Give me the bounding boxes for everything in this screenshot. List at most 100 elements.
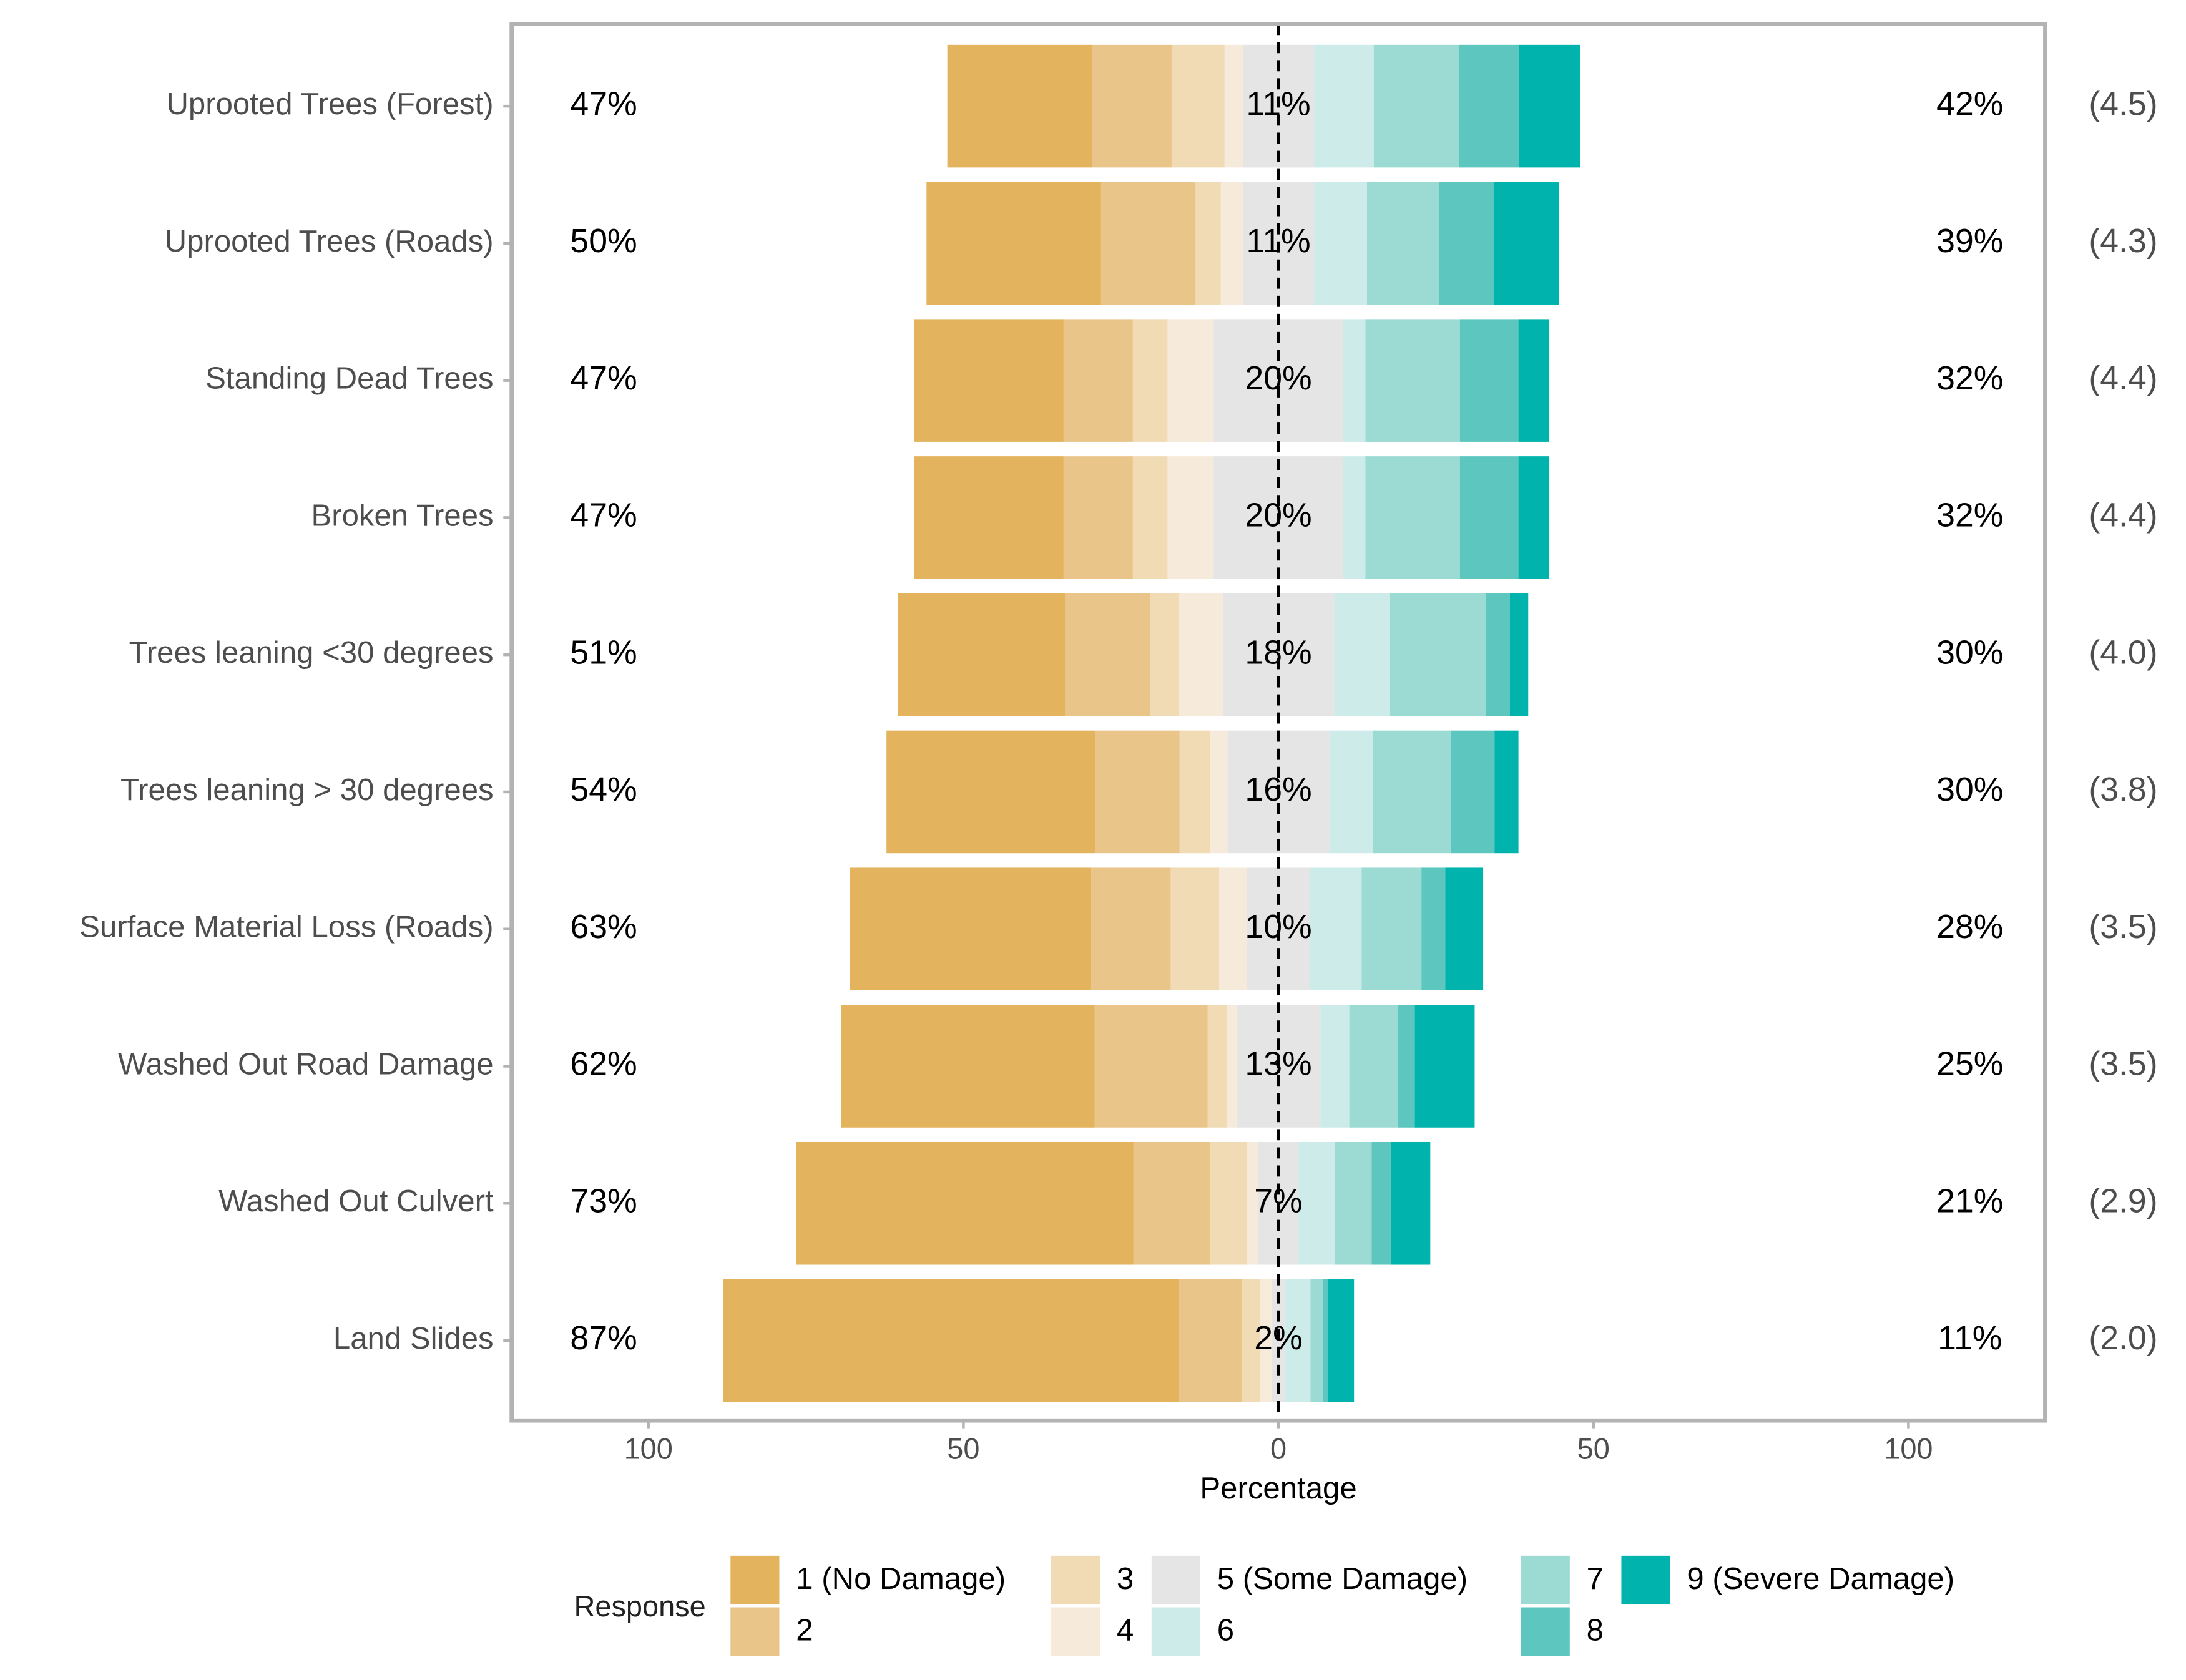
category-label: Surface Material Loss (Roads) — [79, 911, 493, 944]
bar-segment — [1167, 319, 1214, 442]
low-percent-label: 63% — [570, 908, 637, 945]
mean-label: (2.9) — [2089, 1182, 2157, 1219]
low-percent-label: 47% — [570, 359, 637, 397]
bar-segment — [1298, 1141, 1335, 1265]
high-percent-label: 30% — [1936, 633, 2003, 671]
bar-segment — [1343, 319, 1366, 442]
category-label: Uprooted Trees (Forest) — [166, 87, 493, 121]
bar-segment — [1494, 730, 1519, 854]
bar-segment — [1459, 456, 1519, 579]
bar-segment — [1421, 867, 1446, 990]
bar-segment — [926, 182, 1101, 305]
neutral-percent-label: 20% — [1245, 497, 1311, 534]
legend-label: 7 — [1587, 1562, 1604, 1596]
category-label: Broken Trees — [311, 499, 493, 532]
bar-segment — [1327, 1279, 1355, 1402]
bar-segment — [1519, 44, 1581, 168]
bar-segment — [1285, 1279, 1311, 1402]
bar-segment — [1065, 593, 1150, 716]
bar-segment — [1220, 182, 1243, 305]
category-label: Trees leaning > 30 degrees — [120, 773, 494, 807]
category-label: Uprooted Trees (Roads) — [165, 225, 494, 258]
bar-segment — [914, 319, 1064, 442]
bar-segment — [723, 1279, 1179, 1402]
category-label: Washed Out Road Damage — [118, 1047, 494, 1081]
bar-segment — [1271, 1279, 1286, 1402]
legend-swatch — [1051, 1607, 1100, 1656]
bar-segment — [1150, 593, 1180, 716]
bar-segment — [1227, 1005, 1237, 1128]
bar-segment — [1179, 593, 1223, 716]
neutral-percent-label: 2% — [1254, 1319, 1302, 1357]
category-label: Trees leaning <30 degrees — [129, 636, 494, 670]
neutral-percent-label: 20% — [1245, 359, 1311, 397]
legend-label: 3 — [1117, 1562, 1134, 1596]
bar-segment — [1210, 1141, 1247, 1265]
bar-segment — [1398, 1005, 1415, 1128]
bar-segment — [1242, 1279, 1260, 1402]
bar-segment — [850, 867, 1092, 990]
neutral-percent-label: 11% — [1246, 222, 1310, 260]
low-percent-label: 54% — [570, 771, 637, 808]
mean-label: (3.5) — [2089, 1045, 2157, 1083]
bar-segment — [1310, 1279, 1323, 1402]
legend-swatch — [730, 1555, 780, 1605]
mean-label: (4.5) — [2089, 85, 2157, 122]
x-tick-label: 0 — [1270, 1433, 1287, 1465]
bar-segment — [1167, 456, 1214, 579]
bar-segment — [1063, 456, 1133, 579]
bar-segment — [1459, 44, 1519, 168]
bar-segment — [1314, 182, 1367, 305]
bar-segment — [1486, 593, 1510, 716]
bar-segment — [1133, 1141, 1211, 1265]
bar-segment — [1343, 456, 1366, 579]
bar-segment — [914, 456, 1064, 579]
bar-segment — [1219, 867, 1247, 990]
low-percent-label: 47% — [570, 497, 637, 534]
legend-swatch — [1521, 1555, 1570, 1605]
bar-segment — [1100, 182, 1196, 305]
mean-label: (3.5) — [2089, 908, 2157, 945]
bar-segment — [1171, 44, 1225, 168]
low-percent-label: 73% — [570, 1182, 637, 1219]
bar-segment — [1371, 1141, 1391, 1265]
low-percent-label: 47% — [570, 85, 637, 122]
bar-segment — [1373, 730, 1451, 854]
neutral-percent-label: 13% — [1245, 1045, 1311, 1083]
bar-segment — [1329, 730, 1373, 854]
legend-label: 9 (Severe Damage) — [1687, 1562, 1954, 1596]
bar-segment — [947, 44, 1092, 168]
bar-segment — [1445, 867, 1484, 990]
legend-label: 4 — [1117, 1614, 1134, 1648]
x-tick-label: 50 — [947, 1433, 979, 1465]
high-percent-label: 32% — [1936, 497, 2003, 534]
bar-segment — [1365, 319, 1460, 442]
category-label: Washed Out Culvert — [218, 1184, 494, 1218]
low-percent-label: 87% — [570, 1319, 637, 1357]
legend-swatch — [1521, 1607, 1570, 1656]
legend-swatch — [1621, 1555, 1670, 1605]
bar-segment — [1439, 182, 1494, 305]
bar-segment — [1310, 867, 1362, 990]
legend-swatch — [1151, 1555, 1200, 1605]
bar-segment — [1518, 319, 1550, 442]
low-percent-label: 51% — [570, 633, 637, 671]
legend-label: 1 (No Damage) — [796, 1562, 1006, 1596]
bar-segment — [1320, 1005, 1350, 1128]
neutral-percent-label: 11% — [1246, 85, 1310, 122]
bar-segment — [1323, 1279, 1328, 1402]
bar-segment — [1451, 730, 1495, 854]
high-percent-label: 30% — [1936, 771, 2003, 808]
bar-segment — [1365, 456, 1460, 579]
x-tick-label: 50 — [1577, 1433, 1610, 1465]
bar-segment — [1459, 319, 1519, 442]
x-axis-title: Percentage — [1200, 1472, 1356, 1505]
neutral-percent-label: 7% — [1254, 1182, 1302, 1219]
high-percent-label: 39% — [1936, 222, 2003, 260]
mean-label: (3.8) — [2089, 771, 2157, 808]
legend-swatch — [730, 1607, 780, 1656]
bar-segment — [886, 730, 1096, 854]
x-tick-label: 100 — [1884, 1433, 1933, 1465]
neutral-percent-label: 18% — [1245, 633, 1311, 671]
